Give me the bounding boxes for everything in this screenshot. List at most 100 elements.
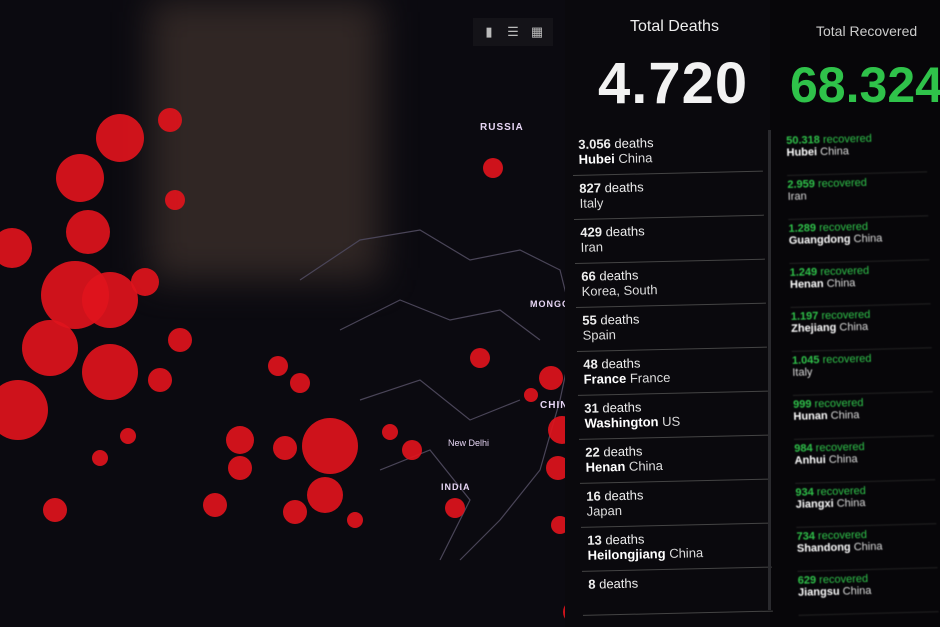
case-dot[interactable] xyxy=(120,428,136,444)
count-value: 8 xyxy=(588,576,596,592)
case-dot[interactable] xyxy=(96,114,144,162)
qr-grid-icon[interactable]: ▦ xyxy=(530,24,544,39)
list-item[interactable]: 22 deaths Henan China xyxy=(578,435,770,484)
list-item[interactable]: 827 deaths Italy xyxy=(572,171,764,220)
country-name: Iran xyxy=(787,190,807,203)
country-name: China xyxy=(839,320,869,334)
case-dot[interactable] xyxy=(82,272,138,328)
count-value: 16 xyxy=(586,488,601,504)
case-dot[interactable] xyxy=(546,456,570,480)
country-name: France xyxy=(629,369,671,386)
case-dot[interactable] xyxy=(168,328,192,352)
bookmark-icon[interactable]: ▮ xyxy=(485,24,493,39)
count-value: 1.197 xyxy=(790,310,819,323)
country-name: Japan xyxy=(586,502,623,519)
case-dot[interactable] xyxy=(347,512,363,528)
count-value: 984 xyxy=(794,442,813,455)
count-value: 50.318 xyxy=(786,134,821,147)
list-item[interactable]: 984 recovered Anhui China xyxy=(794,436,936,484)
list-item[interactable]: 429 deaths Iran xyxy=(573,215,765,264)
place-line: Anhui China xyxy=(794,451,934,467)
case-dot[interactable] xyxy=(92,450,108,466)
case-dot[interactable] xyxy=(0,228,32,268)
list-item[interactable]: 16 deaths Japan xyxy=(579,479,771,528)
count-unit: deaths xyxy=(605,223,645,240)
region-name: Guangdong xyxy=(788,233,851,247)
case-dot[interactable] xyxy=(56,154,104,202)
list-item[interactable]: 999 recovered Hunan China xyxy=(792,392,935,440)
deaths-panel xyxy=(565,0,770,627)
scrollbar[interactable] xyxy=(768,130,771,610)
case-dot[interactable] xyxy=(382,424,398,440)
case-dot[interactable] xyxy=(228,456,252,480)
place-line: Hubei China xyxy=(578,148,762,167)
deaths-list[interactable]: 3.056 deaths Hubei China 827 deaths Italy 42… xyxy=(572,127,773,616)
list-item[interactable]: 48 deaths France France xyxy=(576,347,768,396)
case-dot[interactable] xyxy=(43,498,67,522)
case-dot[interactable] xyxy=(290,373,310,393)
place-line: Henan China xyxy=(790,275,930,291)
list-item[interactable]: 3.056 deaths Hubei China xyxy=(572,127,763,176)
case-dot[interactable] xyxy=(551,516,569,534)
list-item[interactable]: 55 deaths Spain xyxy=(575,303,767,352)
count-unit: deaths xyxy=(601,355,641,372)
case-dot[interactable] xyxy=(402,440,422,460)
list-item[interactable]: 66 deaths Korea, South xyxy=(574,259,766,308)
case-dot[interactable] xyxy=(148,368,172,392)
region-name: Jiangsu xyxy=(797,585,840,599)
case-dot[interactable] xyxy=(66,210,110,254)
region-name: France xyxy=(583,370,627,387)
case-dot[interactable] xyxy=(165,190,185,210)
count-value: 3.056 xyxy=(578,136,611,152)
case-dot[interactable] xyxy=(82,344,138,400)
list-item[interactable]: 734 recovered Shandong China xyxy=(796,524,938,572)
case-dot[interactable] xyxy=(483,158,503,178)
list-item[interactable]: 1.249 recovered Henan China xyxy=(789,260,931,308)
case-dot[interactable] xyxy=(445,498,465,518)
region-name: Anhui xyxy=(794,454,826,467)
list-item[interactable]: 31 deaths Washington US xyxy=(577,391,769,440)
country-name: US xyxy=(661,413,681,430)
case-dot[interactable] xyxy=(470,348,490,368)
list-item[interactable]: 629 recovered Jiangsu China xyxy=(797,568,939,616)
country-name: China xyxy=(820,145,850,159)
place-line: Shandong China xyxy=(797,539,937,555)
case-dot[interactable] xyxy=(268,356,288,376)
case-dot[interactable] xyxy=(203,493,227,517)
case-dot[interactable] xyxy=(158,108,182,132)
recovered-list[interactable]: 50.318 recovered Hubei China 2.959 recover… xyxy=(786,128,939,616)
count-unit: deaths xyxy=(614,135,654,152)
list-icon[interactable]: ☰ xyxy=(507,24,519,39)
list-item[interactable]: 934 recovered Jiangxi China xyxy=(795,480,937,528)
list-item[interactable]: 13 deaths Heilongjiang China xyxy=(580,523,772,572)
case-dot[interactable] xyxy=(307,477,343,513)
total-deaths-value: 4.720 xyxy=(598,51,749,116)
count-unit: deaths xyxy=(598,575,639,592)
count-unit: deaths xyxy=(604,487,644,504)
list-item[interactable]: 1.045 recovered Italy xyxy=(791,348,933,396)
list-item[interactable]: 8 deaths xyxy=(581,567,773,616)
case-dot[interactable] xyxy=(0,380,48,440)
list-item[interactable]: 1.289 recovered Guangdong China xyxy=(788,216,930,264)
case-dot[interactable] xyxy=(273,436,297,460)
country-name: China xyxy=(836,497,866,510)
case-dot[interactable] xyxy=(22,320,78,376)
case-dot[interactable] xyxy=(524,388,538,402)
count-value: 1.249 xyxy=(789,266,818,279)
list-item[interactable]: 1.197 recovered Zhejiang China xyxy=(790,304,932,352)
case-dot[interactable] xyxy=(302,418,358,474)
case-dot[interactable] xyxy=(539,366,563,390)
region-name: Heilongjiang xyxy=(587,545,666,563)
count-unit: recovered xyxy=(817,176,868,191)
list-item[interactable]: 50.318 recovered Hubei China xyxy=(786,128,928,176)
place-line: Korea, South xyxy=(581,280,765,299)
case-dot[interactable] xyxy=(226,426,254,454)
list-item[interactable]: 2.959 recovered Iran xyxy=(787,172,929,220)
place-line: Henan China xyxy=(585,456,769,475)
total-recovered-title: Total Recovered xyxy=(816,23,918,39)
count-value: 934 xyxy=(795,486,814,499)
world-map[interactable]: RUSSIA MONGOLIA CHINA INDIA New Delhi xyxy=(0,0,600,627)
map-label-russia: RUSSIA xyxy=(480,122,524,133)
case-dot[interactable] xyxy=(131,268,159,296)
case-dot[interactable] xyxy=(283,500,307,524)
